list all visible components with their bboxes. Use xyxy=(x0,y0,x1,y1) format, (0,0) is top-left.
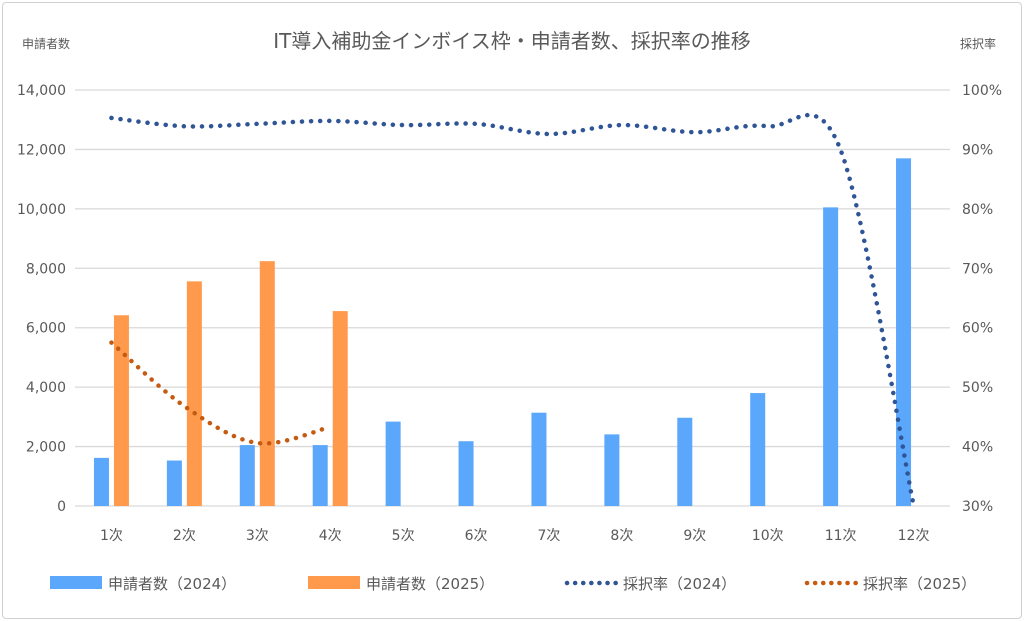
category-label: 2次 xyxy=(173,528,196,544)
category-label: 6次 xyxy=(465,528,488,544)
bar-2024 xyxy=(604,434,620,506)
bar-2024 xyxy=(531,412,547,506)
left-tick-label: 12,000 xyxy=(17,142,66,158)
right-axis-label: 採択率 xyxy=(960,36,996,51)
category-label: 7次 xyxy=(537,528,560,544)
category-label: 12次 xyxy=(898,528,930,544)
bar-2024 xyxy=(458,441,474,506)
right-tick-label: 80% xyxy=(962,202,993,218)
legend-swatch-bar xyxy=(50,576,102,589)
category-label: 11次 xyxy=(825,528,857,544)
left-tick-label: 2,000 xyxy=(26,440,66,456)
chart-title: IT導入補助金インボイス枠・申請者数、採択率の推移 xyxy=(273,29,751,53)
legend-label: 採択率（2025） xyxy=(863,575,976,593)
bar-2024 xyxy=(93,457,109,506)
category-label: 8次 xyxy=(610,528,633,544)
legend-swatch-bar xyxy=(308,576,360,589)
bar-2024 xyxy=(312,445,328,506)
right-tick-label: 70% xyxy=(962,261,993,277)
bar-2025 xyxy=(113,315,129,506)
category-label: 1次 xyxy=(100,528,123,544)
left-tick-label: 8,000 xyxy=(26,261,66,277)
left-tick-label: 0 xyxy=(57,499,66,515)
left-tick-label: 14,000 xyxy=(17,83,66,99)
left-axis-label: 申請者数 xyxy=(22,36,70,51)
bar-2024 xyxy=(239,445,255,506)
legend-label: 申請者数（2024） xyxy=(108,575,236,593)
category-label: 10次 xyxy=(752,528,784,544)
right-tick-label: 60% xyxy=(962,321,993,337)
bar-2025 xyxy=(186,281,202,506)
bar-2024 xyxy=(385,421,401,506)
legend-label: 申請者数（2025） xyxy=(366,575,494,593)
bar-2024 xyxy=(823,207,839,506)
right-tick-label: 100% xyxy=(962,83,1002,99)
category-label: 4次 xyxy=(319,528,342,544)
bar-2025 xyxy=(332,311,348,506)
category-label: 3次 xyxy=(246,528,269,544)
right-tick-label: 30% xyxy=(962,499,993,515)
category-label: 5次 xyxy=(392,528,415,544)
left-tick-label: 10,000 xyxy=(17,202,66,218)
bar-2024 xyxy=(166,460,182,506)
bar-2025 xyxy=(259,261,275,506)
bar-2024 xyxy=(677,417,693,506)
right-tick-label: 90% xyxy=(962,142,993,158)
rate-line-2024 xyxy=(109,112,916,508)
category-label: 9次 xyxy=(683,528,706,544)
left-tick-label: 6,000 xyxy=(26,321,66,337)
right-tick-label: 50% xyxy=(962,380,993,396)
right-tick-label: 40% xyxy=(962,440,993,456)
legend-label: 採択率（2024） xyxy=(623,575,736,593)
rate-line-2025 xyxy=(109,340,333,446)
bar-2024 xyxy=(750,393,766,506)
left-tick-label: 4,000 xyxy=(26,380,66,396)
